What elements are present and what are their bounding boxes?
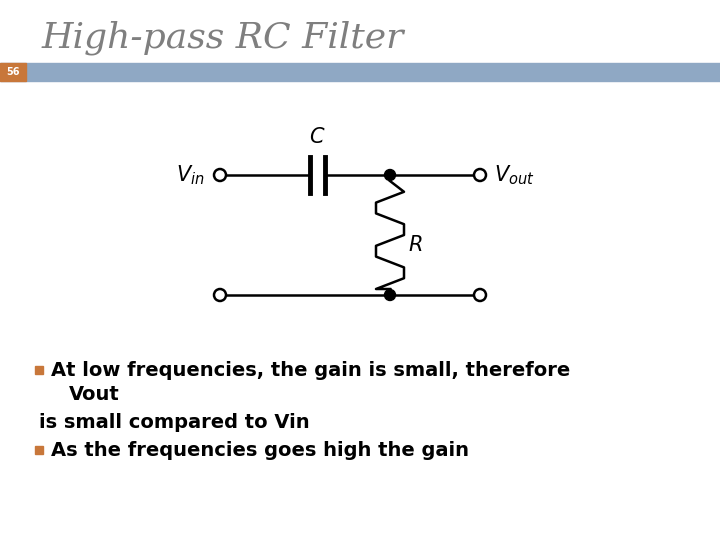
Text: At low frequencies, the gain is small, therefore: At low frequencies, the gain is small, t… (51, 361, 570, 380)
Circle shape (214, 169, 226, 181)
Text: $V_{out}$: $V_{out}$ (494, 163, 535, 187)
Bar (0, 63, 26, 81)
Bar (35, 446, 43, 454)
Circle shape (474, 169, 486, 181)
Bar (35, 366, 43, 374)
Circle shape (384, 170, 395, 180)
Text: Vout: Vout (69, 384, 120, 403)
Text: $R$: $R$ (408, 235, 423, 255)
Bar (0, 63, 720, 81)
Circle shape (214, 289, 226, 301)
Text: is small compared to Vin: is small compared to Vin (39, 413, 310, 431)
Text: $V_{in}$: $V_{in}$ (176, 163, 205, 187)
Circle shape (474, 289, 486, 301)
Text: As the frequencies goes high the gain: As the frequencies goes high the gain (51, 441, 469, 460)
Text: 56: 56 (6, 67, 19, 77)
Circle shape (384, 289, 395, 300)
Text: $C$: $C$ (310, 127, 325, 147)
Text: High-pass RC Filter: High-pass RC Filter (42, 21, 405, 55)
